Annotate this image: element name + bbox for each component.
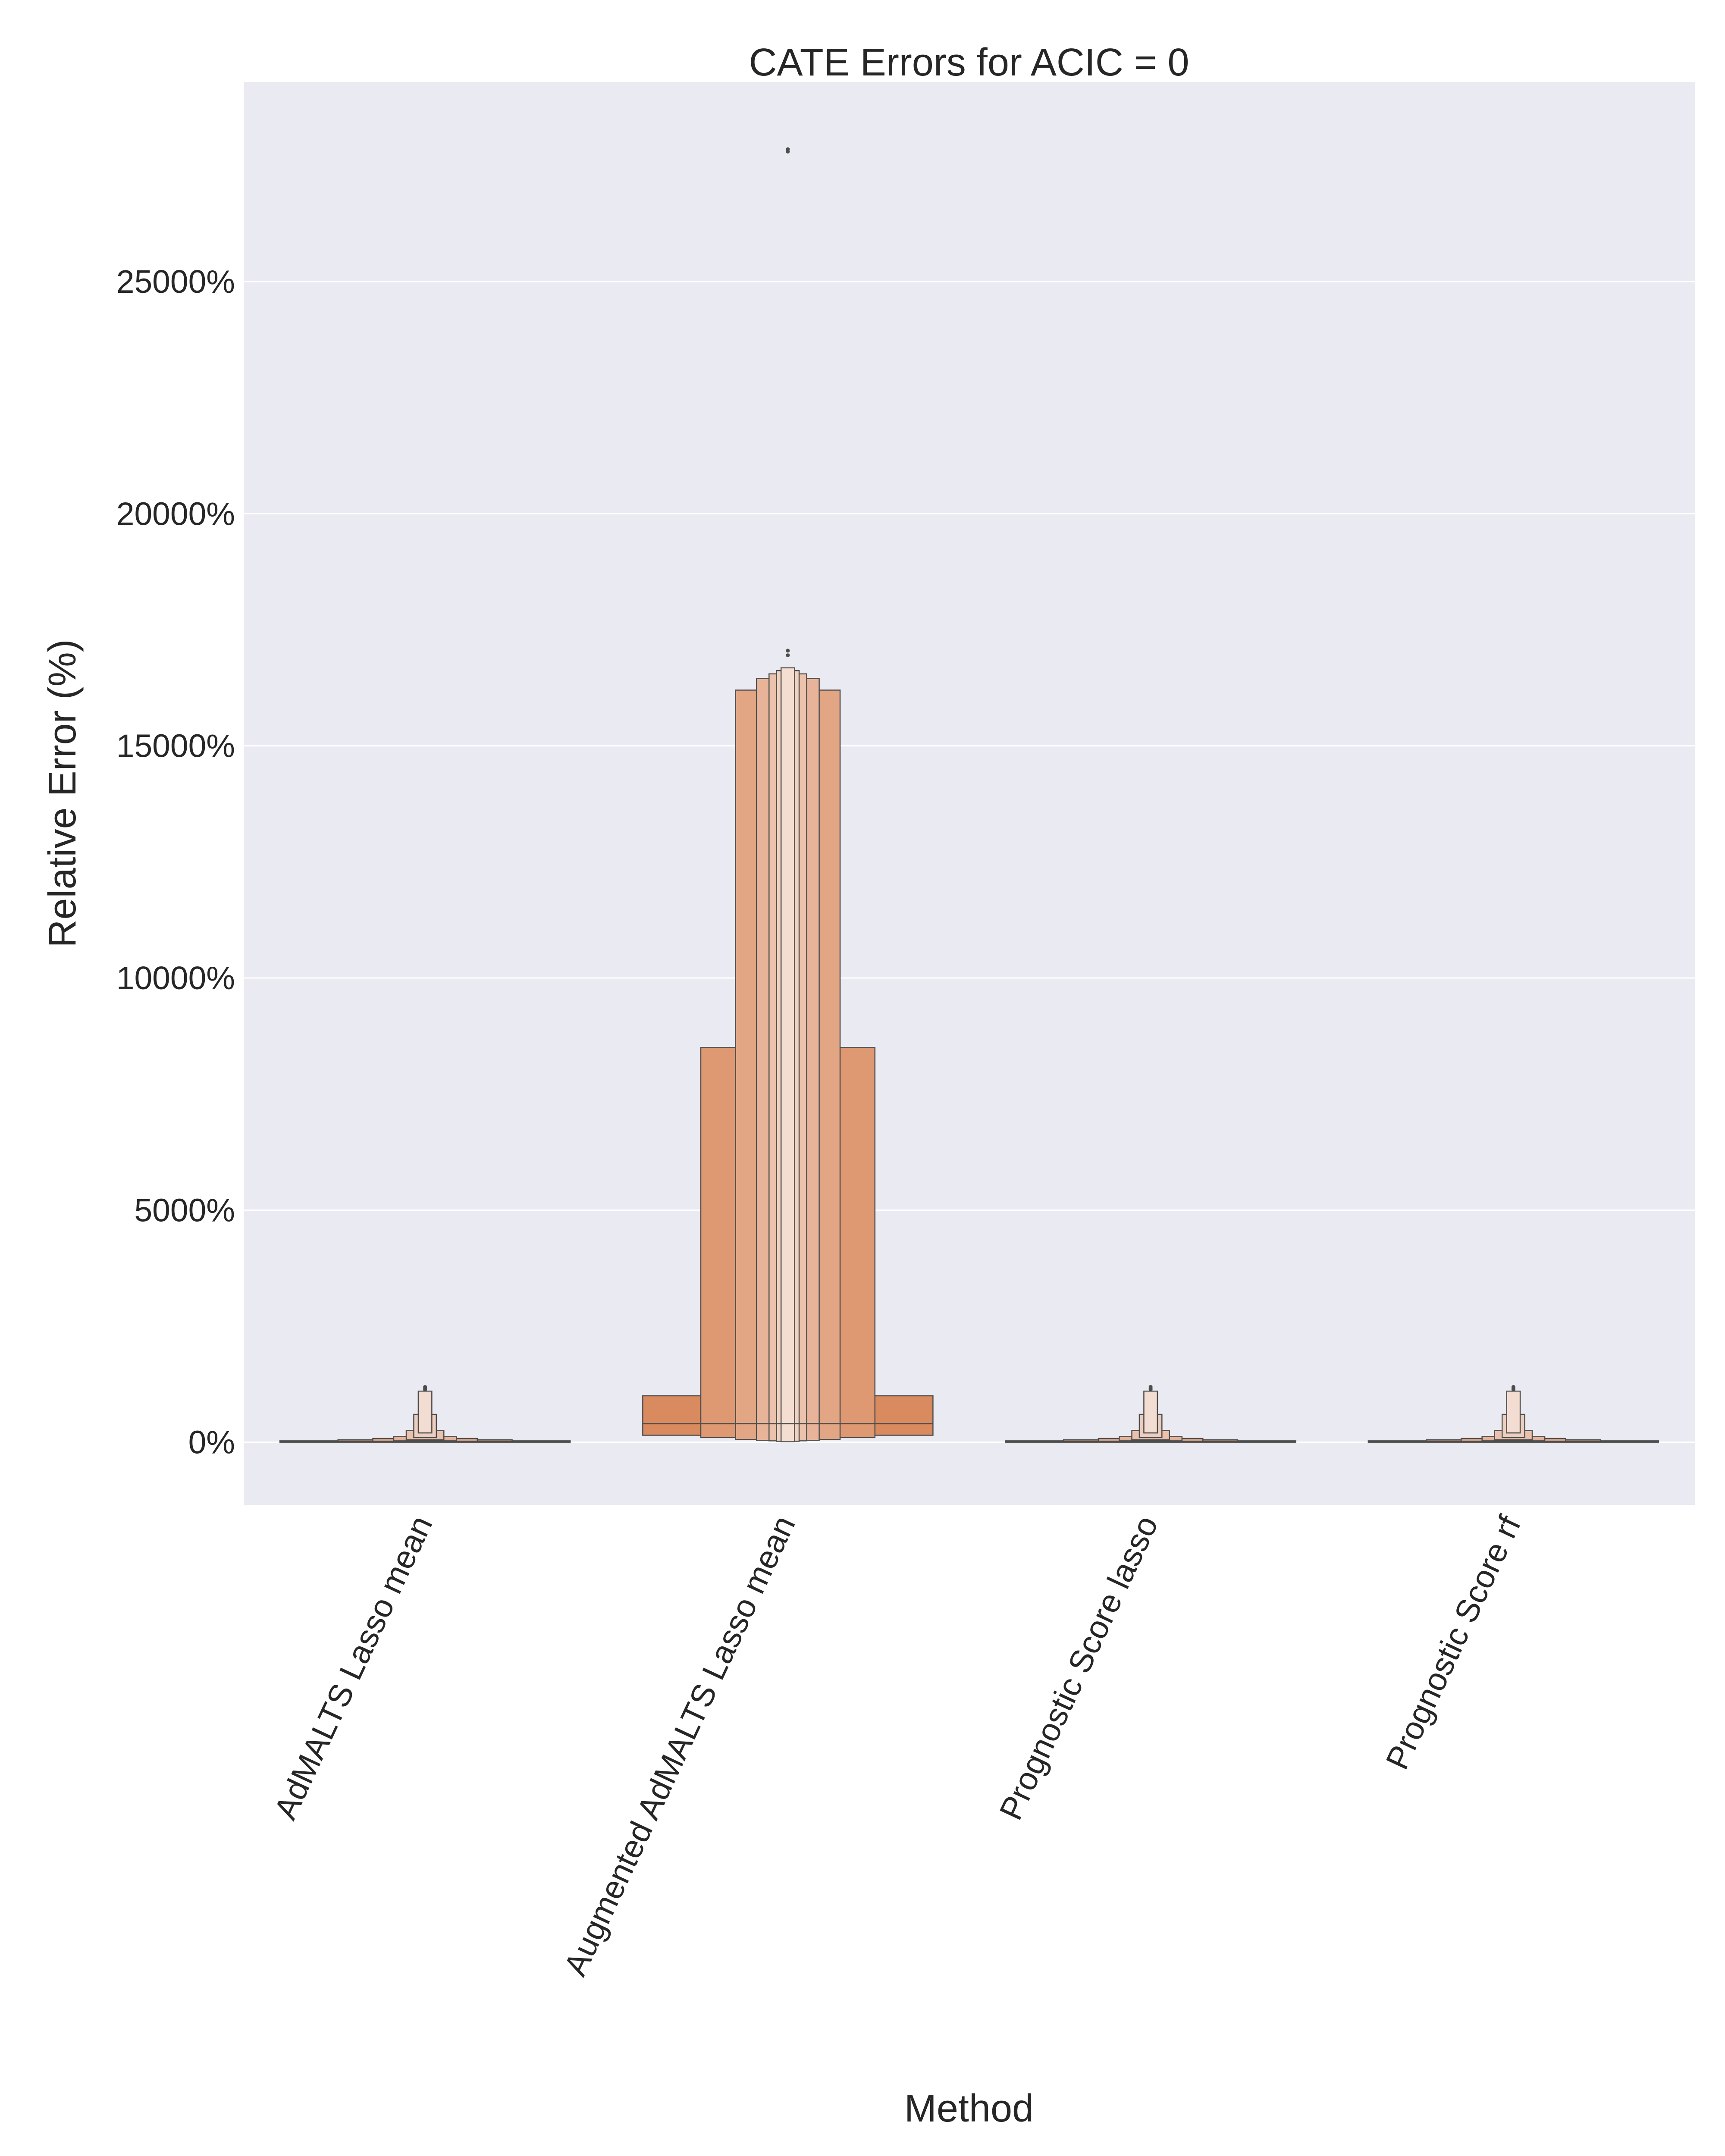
y-axis-title: Relative Error (%) bbox=[41, 639, 84, 947]
outlier-point bbox=[423, 1385, 427, 1389]
outlier-point bbox=[786, 649, 790, 653]
boxen-box bbox=[417, 1390, 433, 1434]
y-tick-label: 15000% bbox=[116, 728, 235, 764]
boxen-box bbox=[780, 667, 795, 1442]
chart-title: CATE Errors for ACIC = 0 bbox=[749, 41, 1189, 84]
boxen-group bbox=[1005, 1385, 1296, 1443]
y-tick-labels: 0% 5000% 10000% 15000% 20000% 25000% bbox=[116, 263, 235, 1460]
outlier-point bbox=[786, 653, 790, 658]
outlier-point bbox=[786, 147, 790, 151]
boxen-group bbox=[1367, 1385, 1659, 1443]
outlier-point bbox=[1511, 1385, 1515, 1389]
boxen-box bbox=[1506, 1390, 1521, 1434]
boxen-group bbox=[642, 147, 934, 1442]
boxen-group bbox=[279, 1385, 571, 1443]
y-tick-label: 20000% bbox=[116, 495, 235, 532]
y-tick-label: 10000% bbox=[116, 960, 235, 996]
boxen-box bbox=[1143, 1390, 1158, 1434]
y-tick-label: 25000% bbox=[116, 263, 235, 300]
y-tick-label: 5000% bbox=[134, 1192, 235, 1228]
x-axis-title: Method bbox=[904, 2087, 1034, 2130]
boxen-groups bbox=[279, 147, 1659, 1443]
plot-area bbox=[244, 82, 1695, 1505]
outlier-point bbox=[1148, 1385, 1153, 1389]
y-tick-label: 0% bbox=[188, 1424, 235, 1460]
